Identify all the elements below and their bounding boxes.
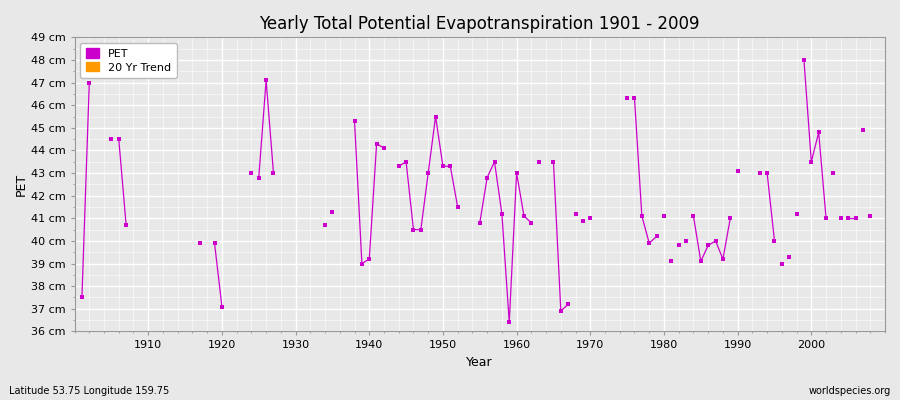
Point [812,129,826,136]
Point [119,222,133,228]
Text: worldspecies.org: worldspecies.org [809,386,891,396]
Point [472,220,487,226]
Point [708,238,723,244]
Point [627,95,642,102]
Point [833,215,848,222]
Point [480,174,494,181]
Point [355,260,369,267]
Point [686,213,700,219]
Point [620,95,634,102]
Point [377,145,392,151]
Point [318,222,332,228]
Point [760,170,774,176]
Point [399,158,413,165]
Point [244,170,258,176]
Point [251,174,266,181]
Point [546,158,561,165]
Point [731,168,745,174]
Point [215,303,230,310]
Point [657,213,671,219]
Point [634,213,649,219]
Point [664,258,679,264]
Point [421,170,436,176]
Point [75,294,89,301]
Point [532,158,546,165]
Point [524,220,538,226]
Point [509,170,524,176]
Point [561,301,575,308]
Point [406,226,420,233]
Point [819,215,833,222]
X-axis label: Year: Year [466,356,493,369]
Y-axis label: PET: PET [15,173,28,196]
Point [193,240,207,246]
Point [502,319,517,326]
Point [576,217,590,224]
Point [650,233,664,240]
Point [266,170,281,176]
Point [701,242,716,249]
Point [642,240,656,246]
Point [207,240,221,246]
Point [436,163,450,170]
Point [826,170,841,176]
Point [569,210,583,217]
Point [325,208,339,215]
Point [583,215,598,222]
Point [487,158,501,165]
Point [517,213,531,219]
Point [796,57,811,63]
Point [451,204,465,210]
Point [789,210,804,217]
Point [752,170,767,176]
Point [369,140,383,147]
Point [679,238,693,244]
Point [428,113,443,120]
Point [554,308,568,314]
Point [716,256,730,262]
Point [671,242,686,249]
Point [362,256,376,262]
Text: Latitude 53.75 Longitude 159.75: Latitude 53.75 Longitude 159.75 [9,386,169,396]
Point [856,127,870,133]
Title: Yearly Total Potential Evapotranspiration 1901 - 2009: Yearly Total Potential Evapotranspiratio… [259,15,700,33]
Point [694,258,708,264]
Point [768,238,782,244]
Point [849,215,863,222]
Legend: PET, 20 Yr Trend: PET, 20 Yr Trend [80,43,176,78]
Point [863,213,878,219]
Point [414,226,428,233]
Point [782,254,796,260]
Point [841,215,855,222]
Point [104,136,119,142]
Point [112,136,126,142]
Point [82,79,96,86]
Point [723,215,737,222]
Point [259,77,274,84]
Point [775,260,789,267]
Point [804,158,818,165]
Point [495,210,509,217]
Point [347,118,362,124]
Point [392,163,406,170]
Point [443,163,457,170]
